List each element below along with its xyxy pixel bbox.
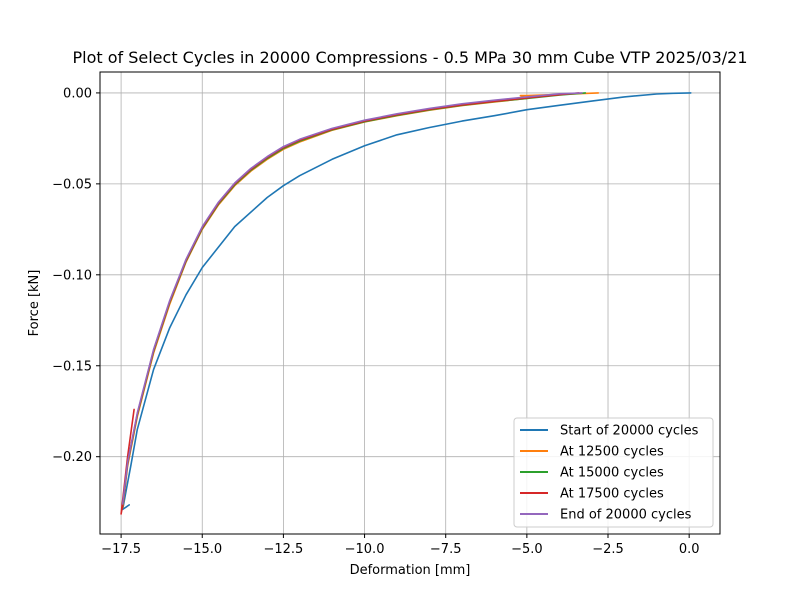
series-group (120, 92, 692, 515)
legend-label-4: At 17500 cycles (560, 487, 664, 502)
legend-label-3: At 15000 cycles (560, 466, 664, 481)
y-axis-label: Force [kN] (27, 270, 42, 337)
legend-box (513, 417, 714, 528)
x-tick-label: −17.5 (101, 542, 141, 557)
legend-label-2: At 12500 cycles (560, 445, 664, 460)
x-tick-label: −5.0 (511, 542, 543, 557)
x-axis-ticks: −17.5 −15.0 −12.5 −10.0 −7.5 −5.0 −2.5 0.0 (101, 534, 700, 557)
x-tick-label: −7.5 (430, 542, 462, 557)
x-tick-label: −10.0 (345, 542, 385, 557)
x-tick-label: −12.5 (263, 542, 303, 557)
chart-title: Plot of Select Cycles in 20000 Compressi… (72, 48, 747, 67)
x-tick-label: −15.0 (182, 542, 222, 557)
x-axis-label: Deformation [mm] (350, 563, 471, 578)
y-tick-label: −0.15 (52, 359, 92, 374)
series-line-1 (121, 92, 692, 511)
y-tick-label: 0.00 (63, 86, 92, 101)
x-tick-label: −2.5 (592, 542, 624, 557)
plot-frame (99, 71, 721, 535)
legend-label-1: Start of 20000 cycles (560, 424, 699, 439)
legend-label-5: End of 20000 cycles (560, 508, 692, 523)
legend: Start of 20000 cycles At 12500 cycles At 1… (513, 417, 714, 528)
x-tick-label: 0.0 (679, 542, 700, 557)
y-tick-label: −0.05 (52, 177, 92, 192)
y-tick-label: −0.20 (52, 450, 92, 465)
y-tick-label: −0.10 (52, 268, 92, 283)
series-line-5 (121, 92, 583, 505)
y-axis-ticks: 0.00 −0.05 −0.10 −0.15 −0.20 (52, 86, 100, 465)
